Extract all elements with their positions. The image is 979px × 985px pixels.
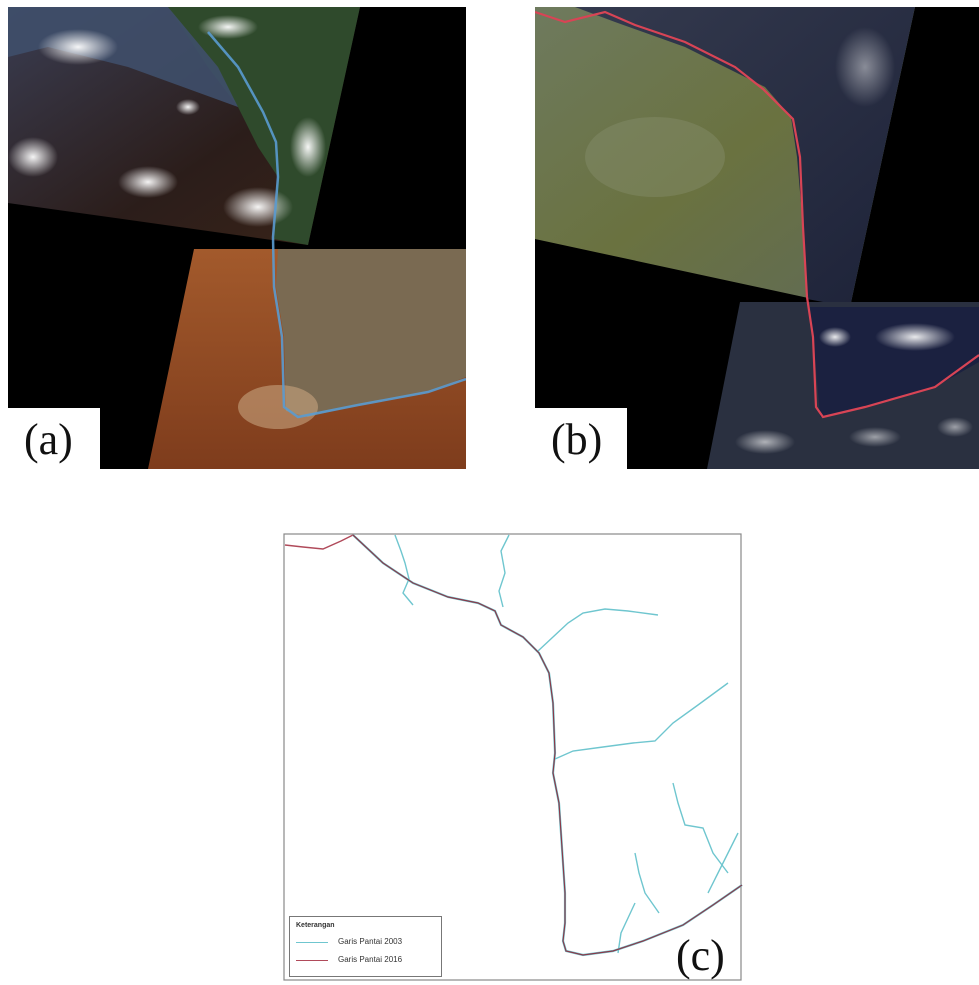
satellite-image-2003 bbox=[8, 7, 466, 469]
legend-item-2003: Garis Pantai 2003 bbox=[296, 937, 436, 949]
satellite-image-2016 bbox=[535, 7, 979, 469]
shoreline-comparison-map bbox=[283, 533, 743, 981]
panel-label-a: (a) bbox=[8, 408, 100, 469]
map-legend: Keterangan Garis Pantai 2003 Garis Panta… bbox=[289, 916, 442, 977]
legend-swatch-2016 bbox=[296, 960, 328, 961]
panel-label-b: (b) bbox=[535, 408, 627, 469]
legend-label-2016: Garis Pantai 2016 bbox=[338, 955, 403, 964]
panel-label-c: (c) bbox=[676, 931, 725, 980]
legend-title: Keterangan bbox=[296, 922, 335, 929]
legend-item-2016: Garis Pantai 2016 bbox=[296, 955, 436, 967]
legend-swatch-2003 bbox=[296, 942, 328, 943]
legend-label-2003: Garis Pantai 2003 bbox=[338, 937, 403, 946]
